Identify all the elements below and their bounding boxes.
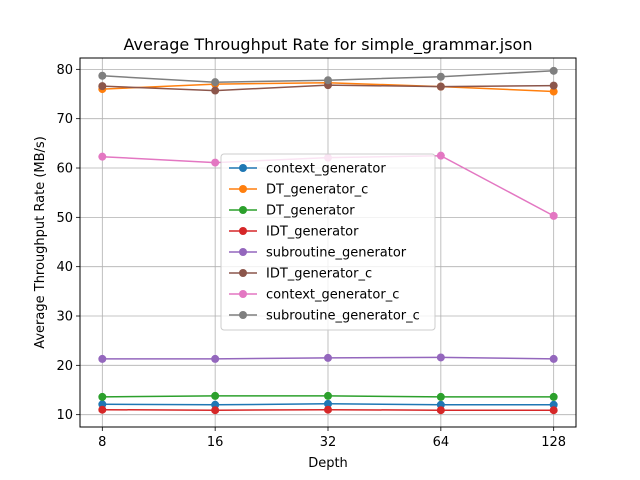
legend-item: DT_generator (229, 204, 355, 219)
x-tick-label: 64 (433, 435, 450, 450)
data-point (98, 392, 107, 401)
y-axis-label: Average Throughput Rate (MB/s) (33, 136, 48, 349)
data-point (436, 151, 445, 160)
data-point (549, 81, 558, 90)
legend-item: subroutine_generator (229, 246, 407, 261)
data-point (211, 158, 220, 167)
x-axis-label: Depth (308, 456, 348, 471)
data-point (436, 392, 445, 401)
legend: context_generator DT_generator_c DT_genera… (220, 153, 436, 331)
legend-label: context_generator_c (266, 288, 399, 303)
data-point (98, 82, 107, 91)
legend-marker (239, 206, 247, 214)
series-subroutine_generator_c (98, 66, 558, 87)
legend-item: context_generator_c (229, 288, 399, 303)
data-point (98, 354, 107, 363)
legend-item: IDT_generator (229, 225, 359, 240)
data-point (98, 152, 107, 161)
x-tick-label: 8 (98, 435, 106, 450)
data-point (436, 72, 445, 81)
data-point (211, 391, 220, 400)
legend-marker (239, 227, 247, 235)
x-tick-label: 128 (541, 435, 566, 450)
legend-marker (239, 185, 247, 193)
data-point (98, 71, 107, 80)
legend-marker (239, 311, 247, 319)
legend-label: context_generator (266, 162, 386, 177)
data-point (324, 76, 332, 85)
data-point (211, 78, 220, 87)
legend-item: IDT_generator_c (229, 267, 372, 282)
data-point (211, 406, 220, 415)
data-point (436, 353, 445, 362)
y-tick-label: 50 (56, 211, 73, 226)
legend-label: DT_generator_c (266, 183, 368, 198)
legend-label: IDT_generator_c (266, 267, 372, 282)
y-tick-label: 70 (56, 112, 73, 127)
legend-label: subroutine_generator_c (266, 309, 420, 324)
y-axis: 10 20 30 40 50 60 70 80 (56, 63, 80, 423)
series-DT_generator (98, 391, 558, 401)
y-tick-label: 10 (56, 408, 73, 423)
data-point (549, 66, 558, 75)
legend-marker (239, 164, 247, 172)
y-tick-label: 40 (56, 260, 73, 275)
data-point (436, 82, 445, 91)
data-point (549, 354, 558, 363)
legend-item: subroutine_generator_c (229, 309, 420, 324)
y-tick-label: 80 (56, 63, 73, 78)
data-point (549, 87, 558, 96)
chart-title: Average Throughput Rate for simple_gramm… (124, 35, 533, 55)
legend-item: context_generator (229, 162, 386, 177)
x-tick-label: 16 (207, 435, 224, 450)
legend-marker (239, 248, 247, 256)
x-tick-label: 32 (320, 435, 337, 450)
data-point (324, 399, 332, 408)
legend-marker (239, 290, 247, 298)
legend-label: IDT_generator (266, 225, 359, 240)
data-point (549, 406, 558, 415)
data-point (98, 405, 107, 414)
legend-label: DT_generator (266, 204, 355, 219)
data-point (324, 391, 332, 400)
data-point (324, 353, 332, 362)
legend-item: DT_generator_c (229, 183, 368, 198)
y-tick-label: 30 (56, 310, 73, 325)
legend-box (220, 153, 436, 331)
series-IDT_generator (98, 405, 558, 415)
data-point (324, 405, 332, 414)
data-point (549, 392, 558, 401)
x-axis: 8 16 32 64 128 (98, 427, 566, 450)
series-subroutine_generator (98, 353, 558, 363)
data-point (211, 354, 220, 363)
legend-label: subroutine_generator (266, 246, 407, 261)
series-IDT_generator_c (98, 81, 558, 95)
data-point (436, 406, 445, 415)
legend-marker (239, 269, 247, 277)
data-point (211, 86, 220, 95)
y-tick-label: 60 (56, 162, 73, 177)
data-point (549, 211, 558, 220)
y-tick-label: 20 (56, 359, 73, 374)
